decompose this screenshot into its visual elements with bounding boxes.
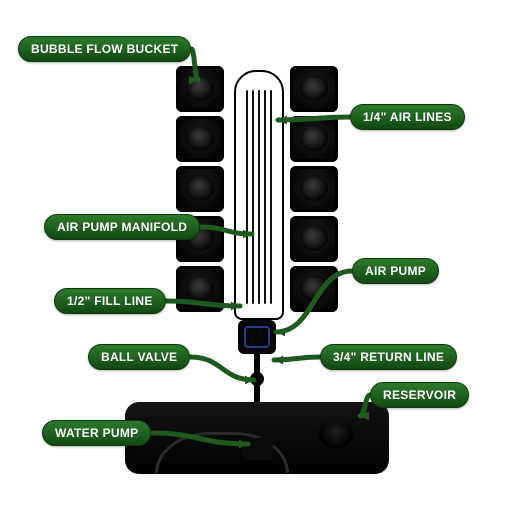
bucket [176,266,224,312]
bucket [290,216,338,262]
bucket [290,166,338,212]
label-fill-line: 1/2" FILL LINE [54,288,166,314]
air-pump-unit [238,320,276,354]
label-air-lines: 1/4" AIR LINES [350,104,465,130]
label-air-pump-manifold: AIR PUMP MANIFOLD [44,214,200,240]
manifold-tube [234,70,284,320]
bucket [176,66,224,112]
bucket [290,116,338,162]
bucket [290,266,338,312]
reservoir-tank [125,402,389,474]
label-water-pump: WATER PUMP [42,420,151,446]
bucket [176,116,224,162]
label-return-line: 3/4" RETURN LINE [320,344,457,370]
water-pump-inlet [243,438,273,460]
label-air-pump: AIR PUMP [352,258,439,284]
label-ball-valve: BALL VALVE [88,344,190,370]
bucket [176,166,224,212]
ball-valve-icon [250,372,264,386]
reservoir-cap [319,420,353,448]
bucket [290,66,338,112]
label-reservoir: RESERVOIR [370,382,469,408]
label-bubble-flow-bucket: BUBBLE FLOW BUCKET [18,36,191,62]
